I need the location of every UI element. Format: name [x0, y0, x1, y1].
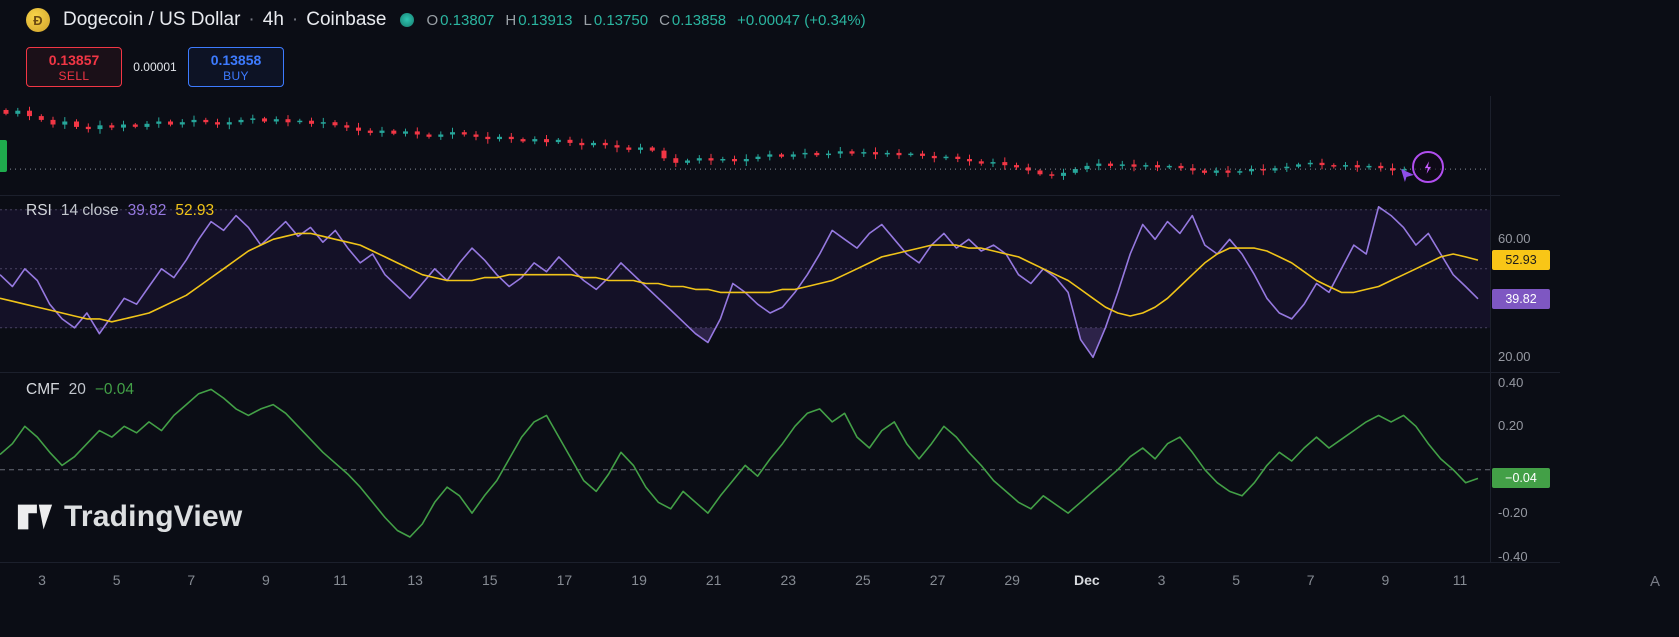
scale-divider	[1490, 96, 1491, 562]
watermark-text: TradingView	[64, 500, 243, 533]
title-separator: ·	[291, 9, 299, 30]
price-axis-label: -0.40	[1498, 548, 1528, 564]
time-axis-label: 9	[1381, 572, 1390, 588]
value-badge: −0.04	[1492, 468, 1550, 489]
spread-value: 0.00001	[133, 60, 177, 74]
left-price-tag	[0, 140, 7, 172]
low-value: 0.13750	[593, 11, 649, 29]
time-axis-label: 19	[631, 572, 647, 588]
time-axis-label: 3	[38, 572, 46, 588]
time-axis-label: 29	[1004, 572, 1020, 588]
symbol-name: Dogecoin / US Dollar	[63, 9, 241, 30]
time-axis-label: 7	[187, 572, 196, 588]
buy-price: 0.13858	[210, 51, 262, 68]
time-axis-label: 25	[855, 572, 871, 588]
low-label: L	[583, 11, 592, 29]
lightning-icon	[1424, 160, 1431, 174]
rsi-indicator-header: RSI 14 close 39.82 52.93	[26, 202, 214, 220]
value-badge: 52.93	[1492, 250, 1550, 271]
corner-a-label[interactable]: A	[1650, 573, 1661, 590]
time-axis-label: 7	[1306, 572, 1315, 588]
market-status-icon	[399, 13, 414, 27]
cmf-params: 20	[68, 381, 86, 398]
price-axis-label: 20.00	[1498, 349, 1531, 365]
tradingview-logo-icon	[17, 504, 53, 530]
open-label: O	[426, 11, 439, 29]
price-scale-axis[interactable]: 60.00 20.00 52.93 39.82 0.40 0.20 -0.20 -0.40 −0…	[1490, 0, 1600, 637]
quick-trade-icon[interactable]	[1412, 151, 1444, 183]
time-axis-label: 11	[1452, 572, 1468, 588]
time-axis-label: 21	[705, 572, 722, 588]
time-axis-label: 5	[112, 572, 121, 588]
rsi-pane[interactable]	[0, 195, 1490, 372]
buy-label: BUY	[223, 68, 249, 83]
sell-price: 0.13857	[48, 51, 100, 68]
change-value: +0.00047 (+0.34%)	[737, 11, 866, 29]
trade-widget: 0.13857 SELL 0.00001 0.13858 BUY	[26, 47, 284, 87]
time-axis-label: 9	[261, 572, 270, 588]
open-value: 0.13807	[440, 11, 495, 29]
symbol-title[interactable]: Dogecoin / US Dollar · 4h · Coinbase	[63, 9, 387, 31]
price-axis-label: 60.00	[1498, 231, 1531, 247]
high-label: H	[505, 11, 517, 29]
high-value: 0.13913	[518, 11, 573, 29]
close-label: C	[659, 11, 670, 29]
doge-glyph: Ð	[33, 12, 43, 28]
time-axis-label: 3	[1157, 572, 1166, 588]
pane-divider[interactable]	[0, 195, 1560, 196]
pane-divider[interactable]	[0, 372, 1560, 373]
tradingview-watermark[interactable]: TradingView	[16, 500, 242, 534]
dogecoin-logo-icon: Ð	[26, 8, 50, 32]
rsi-title[interactable]: RSI	[26, 202, 52, 219]
rsi-ma-value: 52.93	[175, 202, 215, 219]
cmf-value: −0.04	[94, 381, 135, 398]
rsi-value: 39.82	[127, 202, 167, 219]
interval-label: 4h	[262, 9, 284, 30]
price-axis-label: 0.20	[1498, 418, 1524, 434]
axis-divider	[0, 562, 1560, 563]
sell-button[interactable]: 0.13857 SELL	[26, 47, 122, 87]
time-axis-label: 11	[333, 572, 348, 588]
time-axis[interactable]: 3 5 7 9 11 13 15 17 19 21 23 25 27 29 Dec 3 5 7 9 11	[0, 562, 1560, 600]
time-axis-label: 23	[780, 572, 797, 588]
time-axis-label: 15	[482, 572, 498, 588]
cmf-pane[interactable]	[0, 372, 1490, 562]
price-axis-label: 0.40	[1498, 374, 1524, 390]
close-value: 0.13858	[671, 11, 727, 29]
value-badge: 39.82	[1492, 288, 1550, 309]
price-pane[interactable]	[0, 100, 1490, 195]
sell-label: SELL	[58, 68, 90, 83]
title-separator: ·	[248, 9, 255, 30]
time-axis-label: 27	[929, 572, 946, 588]
time-axis-label: 5	[1232, 572, 1240, 588]
exchange-label: Coinbase	[306, 9, 387, 30]
time-axis-label: Dec	[1073, 572, 1100, 588]
price-axis-label: -0.20	[1498, 505, 1528, 521]
chart-header: Ð Dogecoin / US Dollar · 4h · Coinbase O…	[26, 8, 866, 32]
ohlc-row: O 0.13807 H 0.13913 L 0.13750 C 0.13858 +0.0…	[427, 12, 866, 29]
cmf-title[interactable]: CMF	[26, 381, 60, 398]
rsi-params: 14 close	[60, 202, 119, 219]
time-axis-label: 17	[556, 572, 573, 588]
buy-button[interactable]: 0.13858 BUY	[188, 47, 284, 87]
cmf-indicator-header: CMF 20 −0.04	[26, 381, 134, 399]
time-axis-label: 13	[407, 572, 423, 588]
